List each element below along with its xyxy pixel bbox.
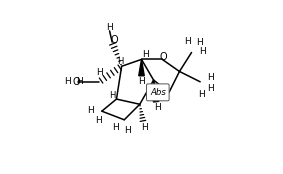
Text: H: H bbox=[95, 116, 102, 125]
Text: Abs: Abs bbox=[150, 88, 166, 97]
Text: O: O bbox=[160, 52, 168, 62]
Polygon shape bbox=[153, 80, 159, 102]
Text: H: H bbox=[64, 77, 71, 86]
Text: H: H bbox=[207, 73, 214, 82]
Text: H: H bbox=[76, 77, 83, 86]
Text: O: O bbox=[72, 77, 80, 87]
Text: O: O bbox=[110, 34, 118, 45]
Text: H: H bbox=[138, 77, 145, 86]
Text: H: H bbox=[124, 126, 131, 135]
Text: H: H bbox=[118, 57, 124, 66]
Text: H: H bbox=[198, 90, 204, 99]
Polygon shape bbox=[139, 59, 144, 76]
Text: H: H bbox=[106, 23, 113, 32]
Text: H: H bbox=[155, 103, 161, 112]
Text: H: H bbox=[87, 106, 94, 115]
Text: H: H bbox=[196, 38, 203, 47]
Text: H: H bbox=[141, 123, 147, 132]
Text: H: H bbox=[109, 91, 115, 100]
Text: H: H bbox=[142, 50, 149, 59]
Text: H: H bbox=[96, 68, 102, 77]
FancyBboxPatch shape bbox=[147, 84, 169, 101]
Text: H: H bbox=[184, 37, 191, 46]
Text: H: H bbox=[200, 47, 206, 56]
Text: H: H bbox=[113, 123, 119, 132]
Text: H: H bbox=[207, 84, 214, 93]
